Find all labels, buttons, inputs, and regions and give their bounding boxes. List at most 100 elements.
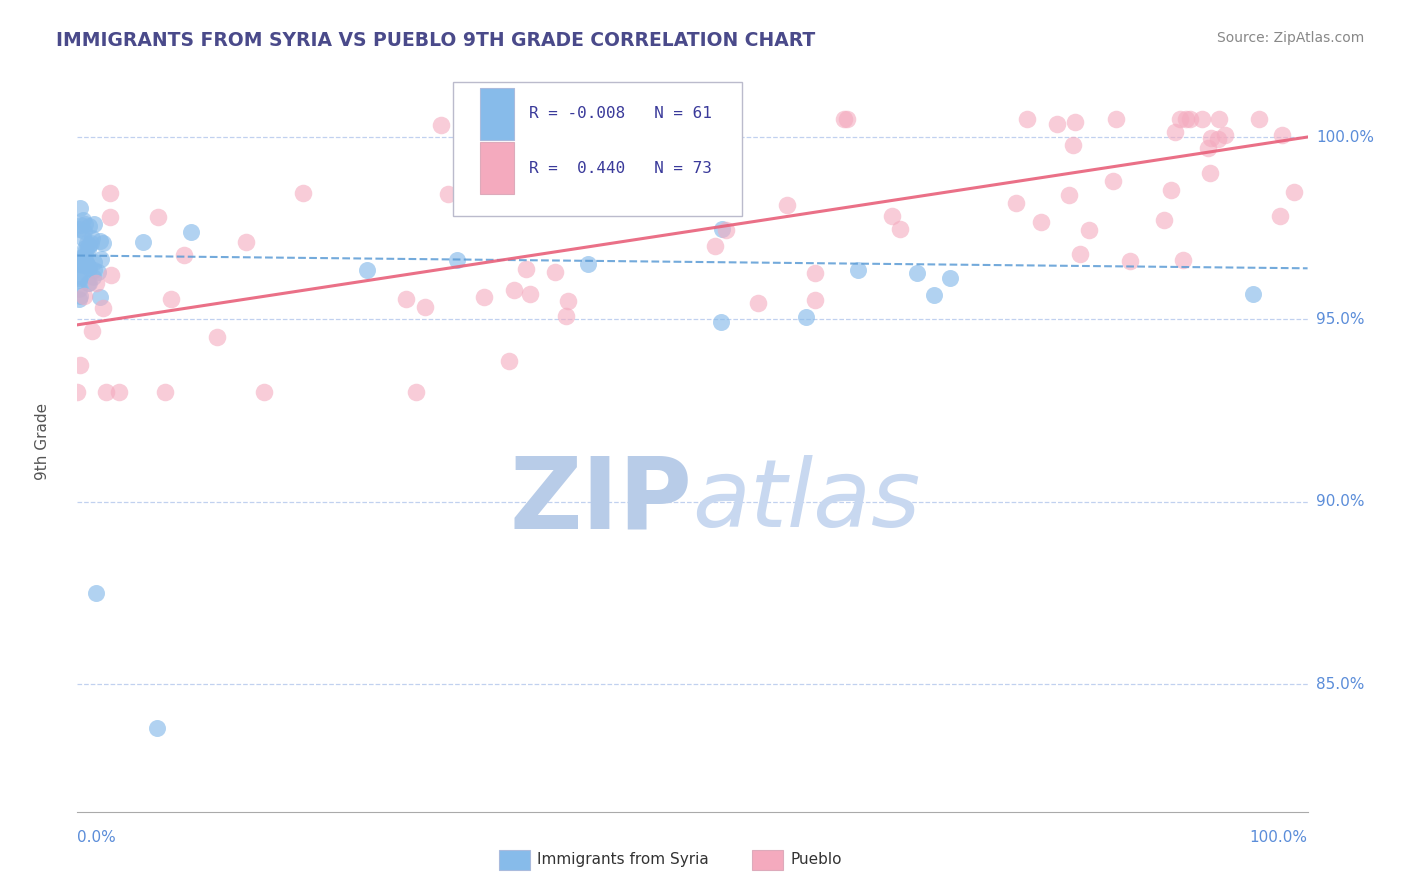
Point <box>180 225 202 239</box>
Point <box>544 265 567 279</box>
Text: 90.0%: 90.0% <box>1316 494 1364 509</box>
Point <box>69 289 91 303</box>
Text: Source: ZipAtlas.com: Source: ZipAtlas.com <box>1216 31 1364 45</box>
Point <box>75 241 97 255</box>
Point <box>498 354 520 368</box>
Text: 9th Grade: 9th Grade <box>35 403 51 480</box>
Point <box>84 276 107 290</box>
Point <box>832 112 855 126</box>
Point <box>714 222 737 236</box>
Point <box>446 252 468 267</box>
Text: R =  0.440   N = 73: R = 0.440 N = 73 <box>529 161 711 176</box>
Point <box>555 310 578 324</box>
Point <box>356 263 378 277</box>
Text: 95.0%: 95.0% <box>1316 312 1364 326</box>
Point <box>73 254 96 268</box>
Point <box>75 248 97 262</box>
Point <box>835 112 858 127</box>
Point <box>73 218 96 232</box>
Point <box>173 248 195 262</box>
Point <box>153 385 176 400</box>
Point <box>83 217 105 231</box>
Point <box>84 586 107 600</box>
Point <box>1164 125 1187 139</box>
Point <box>70 218 93 232</box>
Point <box>519 286 541 301</box>
Point <box>73 288 96 302</box>
Point <box>291 186 314 200</box>
FancyBboxPatch shape <box>453 82 742 216</box>
Point <box>907 266 929 280</box>
Point <box>1031 215 1053 229</box>
Point <box>747 296 769 310</box>
Point <box>796 310 818 324</box>
Point <box>1062 138 1084 153</box>
Point <box>1197 141 1219 155</box>
Point <box>846 262 869 277</box>
Point <box>711 222 734 236</box>
Point <box>776 198 799 212</box>
Point <box>77 242 100 256</box>
Point <box>922 288 945 302</box>
Point <box>804 293 827 308</box>
Point <box>67 252 90 267</box>
Text: Immigrants from Syria: Immigrants from Syria <box>537 853 709 867</box>
Point <box>160 292 183 306</box>
Point <box>515 262 537 277</box>
Point <box>66 385 89 400</box>
Point <box>72 231 94 245</box>
Point <box>98 211 121 225</box>
Point <box>503 283 526 297</box>
Point <box>89 234 111 248</box>
Bar <box>479 143 515 194</box>
Point <box>72 252 94 267</box>
Point <box>1015 112 1038 126</box>
Point <box>77 259 100 273</box>
Point <box>1004 196 1026 211</box>
Point <box>90 252 112 266</box>
Point <box>75 243 97 257</box>
Point <box>1199 131 1222 145</box>
Point <box>77 219 100 233</box>
Text: R = -0.008   N = 61: R = -0.008 N = 61 <box>529 106 711 121</box>
Point <box>557 293 579 308</box>
Point <box>1078 223 1101 237</box>
Point <box>67 292 90 306</box>
Point <box>77 238 100 252</box>
Point <box>67 251 90 265</box>
Point <box>1249 112 1271 126</box>
Point <box>69 201 91 215</box>
Text: 85.0%: 85.0% <box>1316 676 1364 691</box>
Point <box>1105 112 1128 126</box>
Point <box>67 257 90 271</box>
Point <box>146 721 169 735</box>
Point <box>205 330 228 344</box>
Point <box>576 257 599 271</box>
Point <box>82 269 104 284</box>
Point <box>235 235 257 249</box>
Point <box>1064 115 1087 129</box>
Point <box>91 301 114 316</box>
Point <box>108 385 131 400</box>
Text: atlas: atlas <box>693 455 921 546</box>
Point <box>1118 253 1140 268</box>
Text: Pueblo: Pueblo <box>790 853 842 867</box>
Point <box>77 260 100 275</box>
Point <box>1069 247 1091 261</box>
Point <box>1171 252 1194 267</box>
Point <box>80 231 103 245</box>
Point <box>67 282 90 296</box>
Point <box>803 266 825 280</box>
Point <box>405 385 427 400</box>
Point <box>93 235 115 250</box>
Point <box>704 238 727 252</box>
Point <box>1175 112 1198 126</box>
Point <box>73 224 96 238</box>
Point <box>1268 209 1291 223</box>
Point <box>1101 174 1123 188</box>
Point <box>70 256 93 270</box>
Point <box>80 235 103 250</box>
Point <box>880 209 903 223</box>
Point <box>710 315 733 329</box>
Text: ZIP: ZIP <box>509 452 693 549</box>
